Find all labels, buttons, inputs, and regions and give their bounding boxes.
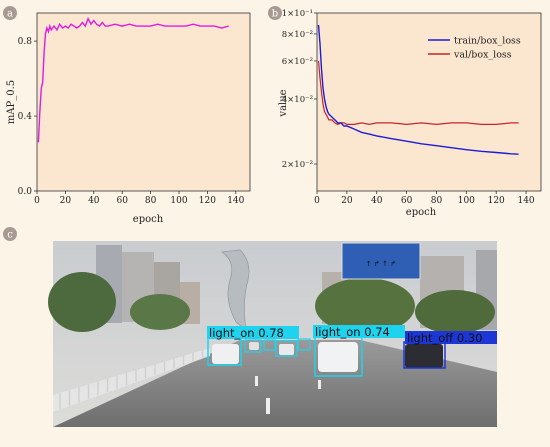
panel-b-xtick-label: 0: [314, 196, 320, 206]
panel-b-xlabel: epoch: [406, 207, 437, 218]
tree-right: [315, 278, 415, 334]
car-far-2: [249, 342, 259, 350]
panel-a-ylabel: mAP_0.5: [6, 80, 17, 124]
panel-b-xtick-label: 20: [341, 196, 353, 206]
panel-c-tag: c: [7, 230, 13, 241]
tree-left: [48, 272, 116, 332]
panel-b-xtick-label: 80: [431, 196, 443, 206]
panel-b-ticks: 0 20 40 60 80 100 120 140 2×10⁻² 4×10⁻² 6×10⁻² 8×10…: [282, 9, 535, 206]
panel-a-xtick-label: 80: [145, 196, 157, 206]
panel-b-ytick-label: 1×10⁻¹: [282, 9, 313, 19]
panel-b-ytick-label: 2×10⁻²: [282, 160, 313, 170]
detection-label-3: light_off 0.30: [407, 331, 482, 345]
panel-a-xtick-label: 100: [170, 196, 187, 206]
panel-a-xtick-label: 60: [116, 196, 128, 206]
legend-val-label: val/box_loss: [453, 50, 512, 61]
panel-b-ytick-label: 4×10⁻²: [282, 95, 313, 105]
panel-a-xtick-label: 40: [88, 196, 100, 206]
panel-a-xtick-label: 140: [227, 196, 244, 206]
guard-rail-posts: [59, 349, 204, 409]
panel-a-ytick-label: 0.8: [18, 37, 33, 47]
panel-c-tag-bg: [3, 227, 17, 241]
panel-a-xtick-label: 120: [199, 196, 216, 206]
detection-box-small: [244, 338, 311, 357]
panel-a-plot-area: [36, 12, 251, 192]
legend-train-label: train/box_loss: [454, 36, 521, 47]
panel-a-tag: a: [7, 9, 13, 20]
panel-b-train-line: [317, 24, 519, 155]
panel-b-xtick-label: 140: [517, 196, 534, 206]
detection-box-1: light_on 0.78: [207, 326, 299, 366]
panel-a-ytick-label: 0.4: [18, 112, 33, 122]
panel-b-ylabel: value: [278, 89, 289, 117]
car-center: [318, 342, 358, 372]
guard-rail: [53, 348, 210, 412]
tree-right-2: [415, 290, 495, 334]
car-center-left: [212, 344, 239, 364]
panel-a-ticks: 0 20 40 60 80 100 120 140 0.0 0.4 0.8: [18, 37, 245, 206]
panel-a-map-line: [37, 16, 229, 143]
svg-text:↑ ↱ ↑ ↱: ↑ ↱ ↑ ↱: [366, 260, 396, 268]
car-far-1: [279, 344, 294, 355]
panel-b-tag-bg: [268, 6, 282, 20]
detection-label-2: light_on 0.74: [315, 325, 390, 339]
panel-b-val-line: [317, 60, 519, 126]
panel-b-ytick-label: 8×10⁻²: [282, 30, 313, 40]
panel-a-ytick-label: 0.0: [18, 187, 33, 197]
panel-b-plot-area: [316, 12, 542, 192]
road-sign: [341, 242, 421, 280]
panel-b-xtick-label: 100: [458, 196, 475, 206]
panel-b-xtick-label: 60: [401, 196, 413, 206]
panel-b: 0 20 40 60 80 100 120 140 2×10⁻² 4×10⁻² 6×10⁻² 8×10…: [268, 6, 542, 218]
car-right: [405, 344, 443, 368]
detection-label-1: light_on 0.78: [209, 326, 284, 340]
panel-a-tag-bg: [3, 6, 17, 20]
detection-box-2: light_on 0.74: [313, 325, 405, 377]
panel-b-xtick-label: 40: [371, 196, 383, 206]
panel-a-xlabel: epoch: [133, 214, 164, 225]
panel-b-ytick-label: 6×10⁻²: [282, 57, 313, 67]
road: [53, 340, 497, 427]
panel-a-xtick-label: 0: [34, 196, 40, 206]
panel-a: 0 20 40 60 80 100 120 140 0.0 0.4 0.8 epoch mAP_0.…: [3, 6, 251, 225]
panel-b-tag: b: [272, 9, 278, 20]
panel-a-xtick-label: 20: [60, 196, 72, 206]
panel-b-legend: train/box_loss val/box_loss: [428, 36, 521, 61]
tree-left-2: [130, 294, 190, 330]
detection-box-3: light_off 0.30: [403, 331, 497, 369]
panel-c: c: [3, 227, 497, 427]
panel-b-xtick-label: 120: [488, 196, 505, 206]
